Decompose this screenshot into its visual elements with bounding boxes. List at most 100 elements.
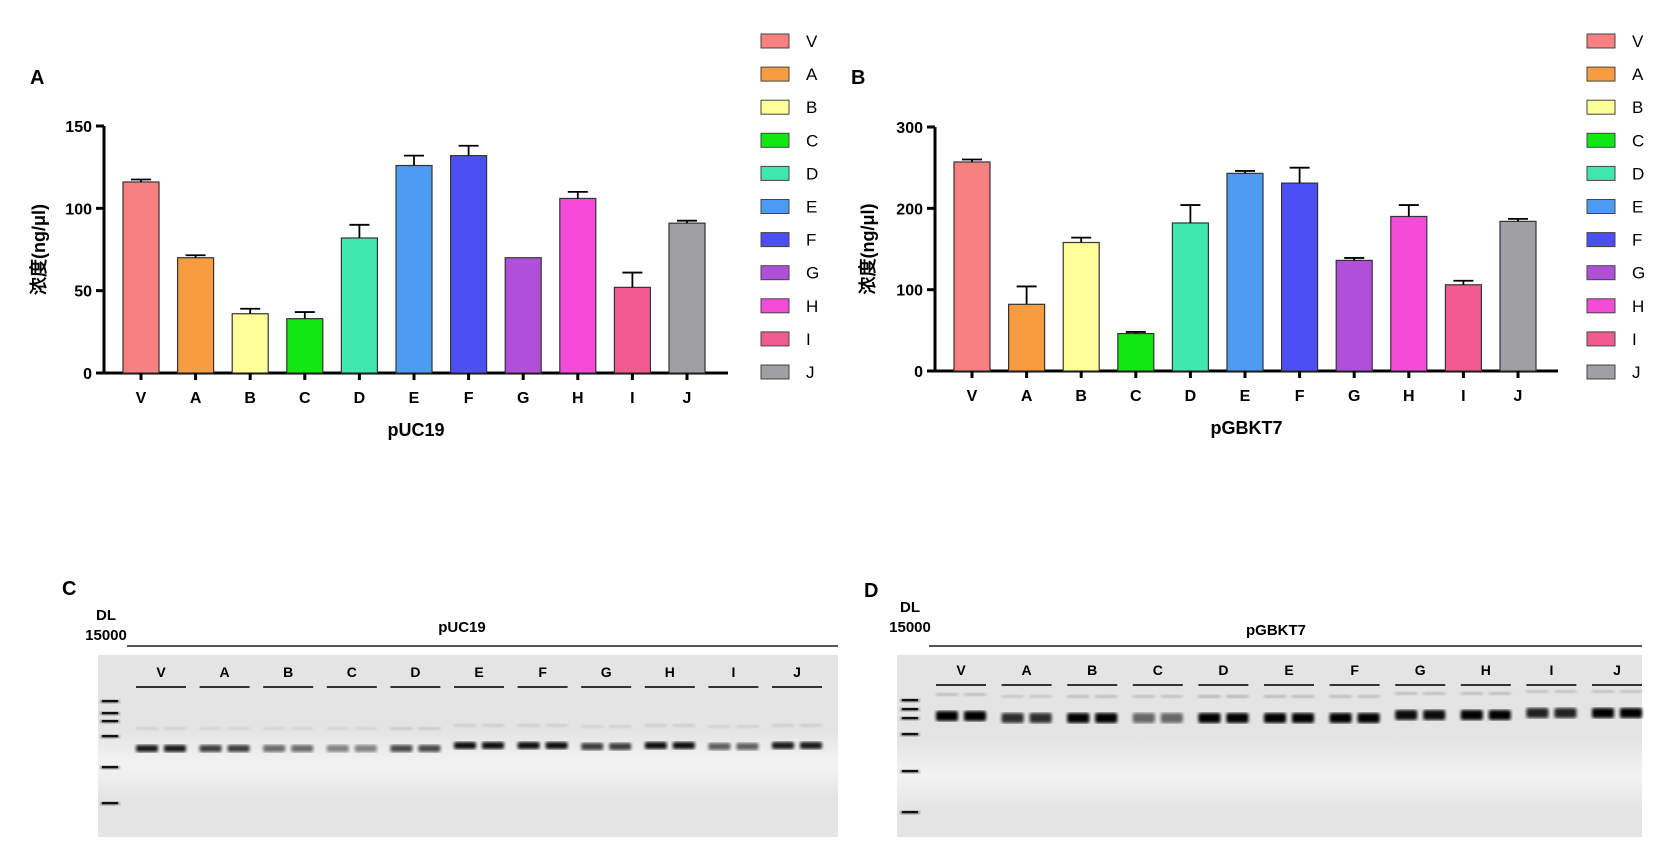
legend-swatch-f [1586, 232, 1616, 248]
ladder-band-core [902, 811, 918, 813]
x-tick-label-c: C [299, 390, 311, 407]
x-tick-label-d: D [1185, 388, 1197, 405]
ladder-label-line2-c: 15000 [85, 627, 127, 644]
legend-label-g: G [1632, 264, 1645, 283]
gel-upper-band [1067, 695, 1090, 698]
legend-swatch-h [1586, 298, 1616, 314]
y-axis-title: 浓度(ng/μl) [857, 204, 878, 295]
ladder-band-core [102, 720, 118, 722]
bar-f [450, 155, 488, 374]
bar-b [1062, 241, 1100, 372]
gel-main-band [517, 742, 540, 749]
gel-lane-label-d: D [410, 664, 420, 680]
legend-label-i: I [1632, 330, 1637, 349]
gel-upper-band [581, 725, 604, 728]
gel-lane-label-c: C [1153, 662, 1163, 678]
gel-lane-label-a: A [1022, 662, 1032, 678]
x-tick-label-a: A [190, 390, 202, 407]
gel-lane-label-e: E [474, 664, 483, 680]
gel-lane-label-i: I [731, 664, 735, 680]
legend-swatch-j [1586, 364, 1616, 380]
x-tick-label-i: I [630, 390, 634, 407]
gel-upper-band [772, 724, 794, 727]
gel-lane-label-c: C [347, 664, 357, 680]
gel-main-band [390, 745, 413, 752]
gel-main-band [1620, 708, 1642, 718]
legend-swatch-h [760, 298, 790, 314]
ladder-label-line1-d: DL [900, 599, 920, 616]
bar-j [668, 222, 706, 374]
gel-upper-band [199, 727, 222, 730]
legend-swatch-d [1586, 165, 1616, 181]
gel-main-band [136, 745, 158, 752]
gel-upper-band [1095, 695, 1118, 698]
bar-v [122, 181, 160, 374]
gel-upper-band [1001, 695, 1024, 698]
gel-lane-label-b: B [1087, 662, 1097, 678]
legend-label-v: V [1632, 32, 1644, 51]
y-tick-label: 100 [65, 201, 92, 218]
gel-lane-label-h: H [665, 664, 675, 680]
gel-upper-band [1160, 695, 1183, 698]
panel-letter-b: B [851, 67, 865, 89]
legend-swatch-f [760, 232, 790, 248]
ladder-band-core [902, 770, 918, 772]
ladder-band-core [102, 802, 118, 804]
legend-swatch-v [1586, 33, 1616, 49]
gel-upper-band [517, 724, 540, 727]
gel-main-band [326, 745, 349, 752]
bar-a [177, 257, 215, 374]
legend-swatch-g [1586, 265, 1616, 281]
gel-main-band [1067, 713, 1090, 723]
gel-lane-label-f: F [1350, 662, 1359, 678]
ladder-band-core [102, 766, 118, 768]
gel-upper-band [545, 724, 568, 727]
gel-main-band [800, 742, 822, 749]
gel-panel-c: C DL 15000 pUC19 V A B C D E F G H I J [62, 578, 838, 837]
gel-upper-band [609, 725, 632, 728]
ladder-label-line1-c: DL [96, 607, 116, 624]
legend-label-h: H [1632, 297, 1644, 316]
x-tick-label-h: H [572, 390, 584, 407]
gel-lane-label-v: V [156, 664, 166, 680]
gel-upper-band [164, 727, 186, 730]
gel-main-band [1488, 710, 1511, 720]
x-tick-label-e: E [409, 390, 420, 407]
bar-d [1171, 222, 1210, 372]
gel-upper-band [326, 727, 349, 730]
ladder-band-core [902, 733, 918, 735]
gel-upper-band [227, 727, 250, 730]
gel-main-band [227, 745, 250, 752]
x-tick-label-j: J [683, 390, 692, 407]
legend-label-v: V [806, 32, 818, 51]
legend-label-c: C [806, 131, 818, 150]
gel-main-band [418, 745, 441, 752]
legend-swatch-b [760, 99, 790, 115]
legend-label-b: B [1632, 98, 1643, 117]
gel-upper-band [1264, 695, 1286, 698]
x-tick-label-b: B [244, 390, 256, 407]
gel-upper-band [800, 724, 822, 727]
x-tick-label-c: C [1130, 388, 1142, 405]
legend-label-j: J [806, 363, 815, 382]
gel-main-band [644, 742, 667, 749]
gel-upper-band [263, 727, 286, 730]
y-tick-label: 100 [896, 283, 923, 300]
y-tick-label: 50 [74, 284, 92, 301]
legend-label-d: D [1632, 164, 1644, 183]
legend-label-f: F [1632, 231, 1642, 250]
legend-label-c: C [1632, 131, 1644, 150]
gel-main-band [199, 745, 222, 752]
legend-swatch-c [760, 132, 790, 148]
gel-lane-label-f: F [538, 664, 547, 680]
gel-main-band [1264, 713, 1286, 723]
x-tick-label-f: F [464, 390, 474, 407]
legend-swatch-c [1586, 132, 1616, 148]
gel-lane-label-a: A [220, 664, 230, 680]
bar-v [953, 161, 991, 372]
legend-swatch-i [760, 331, 790, 347]
x-tick-label-d: D [354, 390, 366, 407]
gel-upper-band [1423, 692, 1446, 695]
